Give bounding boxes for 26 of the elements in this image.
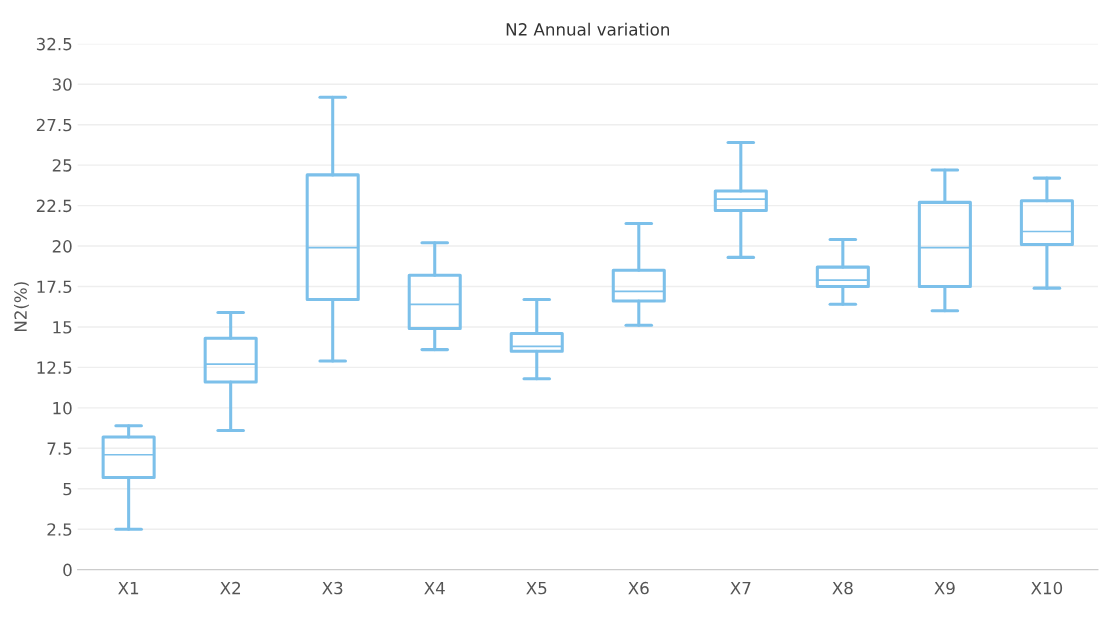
y-tick-label: 30 (52, 78, 72, 91)
x-tick-label: X4 (424, 581, 445, 595)
x-tick-label: X1 (118, 581, 139, 595)
y-tick-label: 20 (52, 240, 72, 253)
y-tick-label: 0 (63, 563, 72, 577)
x-tick-label: X5 (526, 581, 547, 595)
chart-title: N2 Annual variation (506, 22, 670, 36)
x-tick-label: X8 (832, 581, 853, 595)
y-tick-label: 12.5 (37, 361, 72, 374)
y-tick-label: 25 (52, 159, 72, 172)
y-axis-title: N2(%) (13, 282, 29, 332)
x-tick-label: X6 (628, 581, 649, 595)
y-tick-label: 10 (53, 401, 72, 415)
x-tick-label: X9 (934, 581, 955, 595)
y-tick-label: 5 (63, 482, 72, 496)
x-tick-label: X2 (220, 581, 241, 595)
x-tick-label: X10 (1031, 581, 1063, 595)
y-tick-label: 7.5 (47, 442, 72, 455)
x-tick-label: X7 (730, 581, 751, 595)
y-tick-label: 17.5 (37, 280, 72, 294)
y-tick-label: 15 (53, 321, 72, 334)
y-tick-label: 22.5 (36, 199, 72, 213)
x-tick-label: X3 (322, 581, 343, 595)
y-tick-label: 2.5 (47, 523, 72, 536)
y-tick-label: 32.5 (36, 37, 72, 51)
y-tick-label: 27.5 (36, 118, 72, 132)
